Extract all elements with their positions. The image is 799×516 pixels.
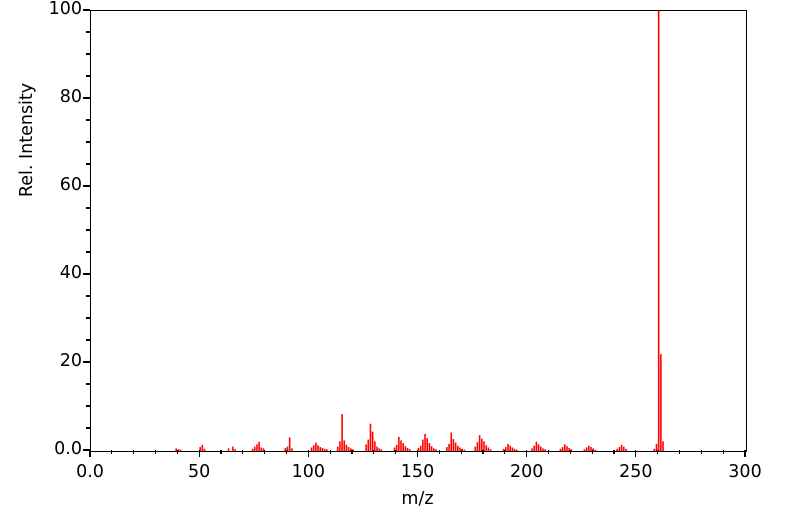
y-tick-minor <box>86 119 90 121</box>
y-tick-minor <box>86 383 90 385</box>
x-tick-major <box>416 450 419 457</box>
x-tick-minor <box>438 450 440 454</box>
x-tick-label: 100 <box>291 462 326 482</box>
x-tick-label: 50 <box>188 462 211 482</box>
y-tick-label: 80 <box>59 87 82 107</box>
y-tick-minor <box>86 339 90 341</box>
y-tick-minor <box>86 31 90 33</box>
y-tick-label: 100 <box>48 0 82 19</box>
x-axis-tick-labels: 0.0 50 100 150 200 250 300 <box>0 462 799 486</box>
x-tick-major <box>198 450 200 457</box>
y-tick-label: 40 <box>59 263 82 283</box>
y-tick-minor <box>86 229 90 231</box>
x-tick-label: 200 <box>509 462 544 482</box>
x-tick-minor <box>351 450 353 454</box>
x-tick-major <box>307 450 309 457</box>
y-tick-minor <box>86 141 90 143</box>
x-tick-label: 300 <box>728 462 762 482</box>
x-tick-label: 250 <box>619 462 653 482</box>
x-tick-minor <box>285 450 288 454</box>
x-tick-minor <box>482 450 484 454</box>
x-tick-minor <box>373 450 375 454</box>
y-tick-minor <box>86 163 90 165</box>
x-tick-minor <box>133 450 135 454</box>
x-tick-minor <box>722 450 724 454</box>
x-tick-minor <box>569 450 571 454</box>
x-tick-minor <box>176 450 178 454</box>
x-tick-major <box>526 450 528 457</box>
x-tick-minor <box>657 450 659 454</box>
y-tick-major <box>83 9 90 11</box>
x-tick-minor <box>242 450 244 454</box>
x-tick-minor <box>111 450 113 454</box>
y-tick-minor <box>86 405 90 407</box>
y-tick-label: 20 <box>59 351 82 371</box>
y-tick-minor <box>86 53 90 55</box>
plot-area <box>90 10 747 452</box>
x-tick-minor <box>547 450 550 454</box>
x-tick-minor <box>504 450 506 454</box>
y-tick-minor <box>86 75 90 77</box>
x-tick-minor <box>700 450 702 454</box>
x-tick-major <box>89 450 91 457</box>
y-tick-major <box>83 185 90 187</box>
x-tick-major <box>744 450 746 457</box>
x-tick-minor <box>220 450 222 454</box>
y-tick-label: 0.0 <box>54 439 82 459</box>
x-axis-ticks <box>89 450 746 460</box>
x-tick-major <box>635 450 637 457</box>
y-tick-label: 60 <box>59 175 82 195</box>
y-tick-minor <box>86 251 90 253</box>
y-tick-minor <box>86 207 90 209</box>
y-tick-minor <box>86 427 90 429</box>
x-tick-minor <box>395 450 397 454</box>
x-tick-minor <box>329 450 331 454</box>
y-tick-major <box>83 273 90 275</box>
x-tick-minor <box>460 450 462 454</box>
x-tick-minor <box>613 450 615 454</box>
y-axis-ticks <box>83 0 90 516</box>
y-axis-tick-labels: 0.0 20 40 60 80 100 <box>30 0 82 516</box>
y-tick-major <box>83 449 90 451</box>
x-tick-minor <box>678 450 681 454</box>
y-tick-major <box>83 97 90 99</box>
x-axis-label: m/z <box>401 489 434 509</box>
x-tick-minor <box>264 450 266 454</box>
spectrum-peaks <box>175 11 664 451</box>
x-tick-minor <box>591 450 593 454</box>
x-tick-label: 150 <box>400 462 435 482</box>
y-tick-major <box>83 361 90 363</box>
y-tick-minor <box>86 295 90 297</box>
y-tick-minor <box>86 317 90 319</box>
x-tick-label: 0.0 <box>76 462 104 482</box>
x-tick-minor <box>154 450 157 454</box>
